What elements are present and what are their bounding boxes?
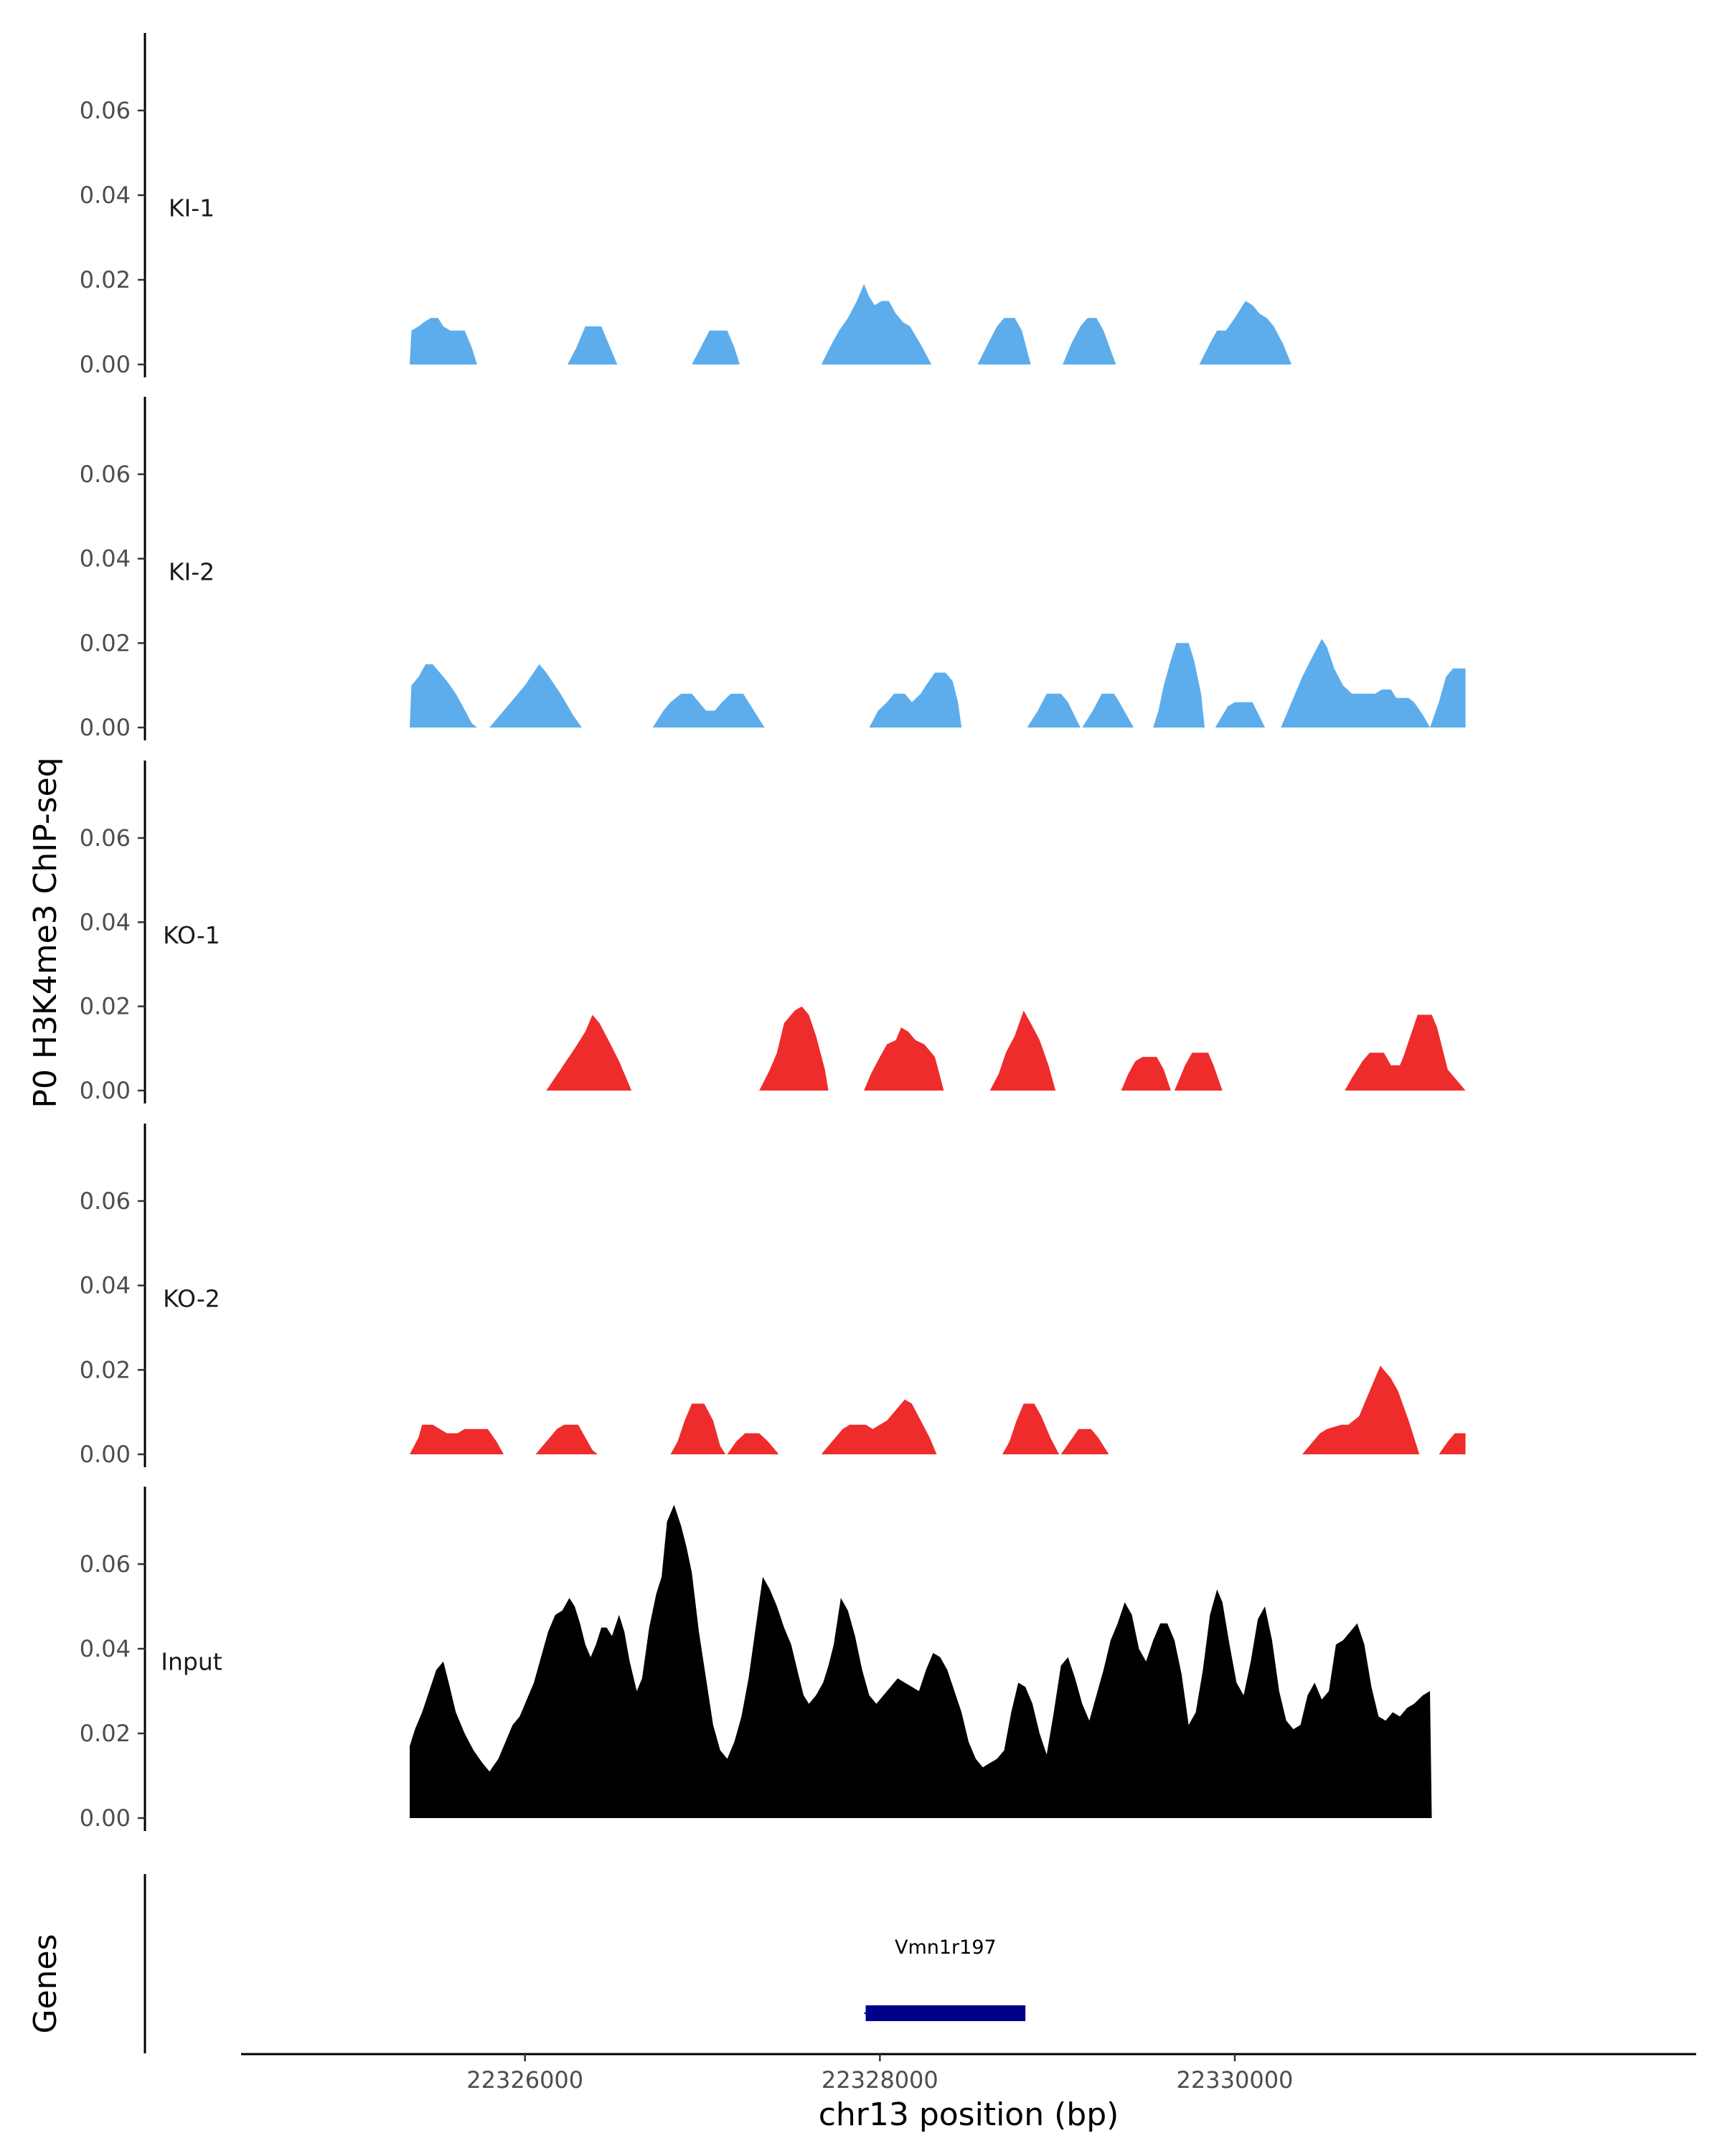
y-tick-label-ki-1: 0.02 <box>80 266 131 293</box>
y-tick-label-ko-2: 0.02 <box>80 1356 131 1383</box>
signal-area-ki-1 <box>410 283 1292 364</box>
y-tick-label-ko-2: 0.00 <box>80 1441 131 1468</box>
track-label-ko-2: KO-2 <box>163 1284 220 1312</box>
track-label-ki-1: KI-1 <box>169 194 215 222</box>
track-label-input: Input <box>161 1648 222 1676</box>
y-tick-label-ki-1: 0.00 <box>80 351 131 378</box>
y-tick-label-input: 0.02 <box>80 1720 131 1747</box>
y-tick-label-input: 0.06 <box>80 1550 131 1578</box>
gene-body-vmn1r197 <box>865 2005 1026 2021</box>
y-tick-label-ki-2: 0.02 <box>80 629 131 656</box>
gene-label-vmn1r197: Vmn1r197 <box>895 1936 997 1959</box>
y-tick-label-ki-2: 0.04 <box>80 545 131 573</box>
y-tick-label-ki-1: 0.06 <box>80 97 131 124</box>
y-tick-label-ko-1: 0.02 <box>80 993 131 1020</box>
x-tick-label: 22328000 <box>822 2066 938 2094</box>
y-tick-label-input: 0.04 <box>80 1635 131 1662</box>
y-tick-label-ki-1: 0.04 <box>80 182 131 209</box>
track-label-ki-2: KI-2 <box>169 557 215 585</box>
x-tick-label: 22326000 <box>466 2066 583 2094</box>
y-tick-label-ko-1: 0.04 <box>80 908 131 936</box>
y-tick-label-input: 0.00 <box>80 1804 131 1832</box>
x-axis-title: chr13 position (bp) <box>819 2096 1119 2133</box>
y-axis-title: P0 H3K4me3 ChIP-seq <box>27 757 64 1108</box>
signal-area-ko-2 <box>410 1365 1466 1454</box>
y-tick-label-ki-2: 0.00 <box>80 714 131 741</box>
gene-panel-title: Genes <box>27 1934 64 2033</box>
track-label-ko-1: KO-1 <box>163 921 220 949</box>
strand-arrow-icon <box>863 2006 875 2020</box>
y-tick-label-ko-1: 0.00 <box>80 1077 131 1104</box>
y-tick-label-ko-2: 0.06 <box>80 1187 131 1215</box>
y-tick-label-ki-2: 0.06 <box>80 461 131 488</box>
signal-area-input <box>410 1505 1432 1818</box>
y-tick-label-ko-2: 0.04 <box>80 1272 131 1299</box>
signal-area-ki-2 <box>410 639 1466 728</box>
y-tick-label-ko-1: 0.06 <box>80 824 131 852</box>
x-tick-label: 22330000 <box>1177 2066 1294 2094</box>
signal-area-ko-1 <box>546 1006 1466 1091</box>
